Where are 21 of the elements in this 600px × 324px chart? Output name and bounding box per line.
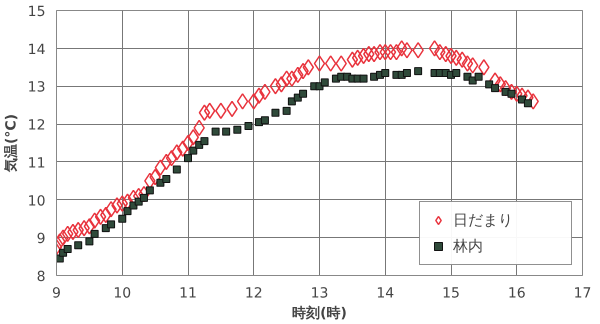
x-tick-label: 11 [179, 286, 197, 302]
y-tick-label: 12 [28, 118, 46, 134]
x-tick-label: 10 [113, 286, 132, 302]
y-tick-label: 10 [28, 193, 46, 210]
y-tick-label: 15 [28, 4, 46, 20]
y-tick-label: 9 [36, 231, 46, 248]
x-tick-label: 9 [52, 286, 61, 302]
y-tick-label: 11 [28, 155, 46, 172]
y-axis-title: 気温(°C) [4, 114, 20, 174]
legend-label: 日だまり [453, 210, 514, 230]
x-tick-label: 14 [376, 286, 394, 302]
y-tick-label: 8 [36, 269, 46, 285]
x-tick-label: 15 [442, 286, 460, 302]
x-tick-label: 13 [310, 286, 328, 302]
y-tick-label: 13 [28, 80, 46, 96]
x-tick-label: 12 [244, 286, 263, 302]
x-tick-label: 16 [508, 286, 526, 302]
x-axis-title: 時刻(時) [292, 304, 347, 322]
y-tick-label: 14 [28, 42, 46, 58]
legend-label: 林内 [453, 236, 484, 256]
x-tick-label: 17 [574, 286, 592, 302]
